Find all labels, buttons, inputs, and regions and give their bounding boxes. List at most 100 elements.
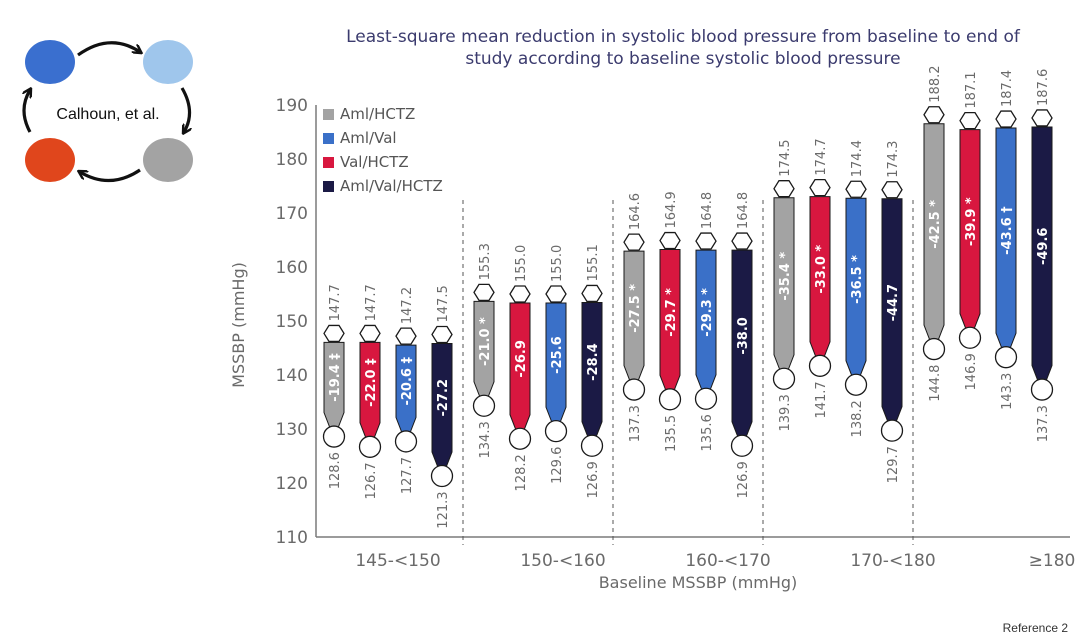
baseline-marker	[509, 285, 531, 303]
bar: 155.0 129.6 -25.6	[544, 245, 568, 484]
end-value-label: 141.7	[814, 381, 829, 418]
end-value-label: 137.3	[628, 405, 643, 442]
chart-title-line-2: study according to baseline systolic blo…	[465, 49, 900, 69]
x-tick-label: ≥180	[1029, 551, 1076, 571]
end-value-label: 128.2	[514, 454, 529, 491]
end-marker	[658, 388, 682, 411]
bar: 187.6 137.3 -49.6	[1030, 69, 1054, 442]
x-tick-label: 170-<180	[850, 551, 935, 571]
bar: 147.2 127.7 -20.6 ‡	[394, 287, 418, 494]
baseline-marker	[1031, 109, 1053, 127]
end-value-label: 135.5	[664, 415, 679, 452]
end-value-label: 135.6	[700, 414, 715, 451]
logo-circle-bottom-right	[143, 138, 193, 182]
baseline-marker	[809, 178, 831, 197]
end-value-label: 129.6	[550, 447, 565, 484]
legend-label: Aml/Val	[340, 129, 397, 147]
end-marker	[1030, 378, 1054, 401]
y-axis: 110 120 130 140 150 160 170 180 190	[276, 96, 317, 548]
reduction-label: -38.0	[736, 317, 751, 354]
y-tick-label: 150	[276, 312, 308, 332]
bar: 164.8 126.9 -38.0	[730, 192, 754, 498]
reduction-label: -27.5 *	[628, 284, 643, 333]
legend: Aml/HCTZ Aml/Val Val/HCTZ Aml/Val/HCTZ	[323, 105, 443, 195]
end-marker	[430, 464, 454, 488]
y-tick-label: 130	[276, 420, 308, 440]
end-value-label: 134.3	[478, 421, 493, 458]
bar: 174.7 141.7 -33.0 *	[808, 138, 832, 419]
baseline-value-label: 155.3	[478, 243, 493, 280]
reduction-label: -44.7	[886, 284, 901, 321]
end-value-label: 139.3	[778, 394, 793, 431]
baseline-value-label: 164.8	[736, 192, 751, 229]
y-axis-title: MSSBP (mmHg)	[229, 262, 248, 388]
reduction-label: -26.9	[514, 340, 529, 377]
baseline-value-label: 187.1	[964, 71, 979, 108]
y-tick-label: 190	[276, 96, 308, 116]
chart-title-line-1: Least-square mean reduction in systolic …	[346, 27, 1021, 47]
chart-title: Least-square mean reduction in systolic …	[346, 27, 1021, 69]
x-tick-label: 150-<160	[520, 551, 605, 571]
baseline-value-label: 174.5	[778, 139, 793, 176]
end-marker	[958, 326, 982, 349]
reduction-label: -21.0 *	[478, 317, 493, 366]
baseline-marker	[773, 180, 795, 198]
baseline-value-label: 155.0	[550, 245, 565, 282]
legend-swatch	[323, 157, 334, 168]
baseline-value-label: 147.7	[364, 284, 379, 321]
bar: 147.7 128.6 -19.4 ‡	[322, 284, 346, 489]
end-marker	[880, 419, 904, 442]
end-marker	[622, 378, 646, 401]
reduction-label: -29.7 *	[664, 288, 679, 337]
end-value-label: 127.7	[400, 457, 415, 494]
reduction-label: -49.6	[1036, 228, 1051, 265]
logo-arrow-left	[24, 90, 30, 133]
end-marker	[694, 387, 718, 410]
bar: 164.6 137.3 -27.5 *	[622, 193, 646, 442]
end-value-label: 137.3	[1036, 405, 1051, 442]
reduction-label: -29.3 *	[700, 288, 715, 337]
logo-arrow-top	[77, 41, 140, 57]
baseline-marker	[581, 284, 603, 303]
calhoun-logo-diagram: Calhoun, et al.	[0, 40, 193, 183]
baseline-value-label: 174.4	[850, 140, 865, 177]
baseline-value-label: 164.9	[664, 191, 679, 228]
baseline-value-label: 155.0	[514, 245, 529, 282]
baseline-value-label: 147.5	[436, 285, 451, 322]
y-tick-label: 160	[276, 258, 308, 278]
baseline-marker	[995, 110, 1017, 128]
bar: 147.5 121.3 -27.2	[430, 285, 454, 529]
x-tick-label: 145-<150	[355, 551, 440, 571]
baseline-value-label: 164.6	[628, 193, 643, 230]
end-value-label: 126.7	[364, 462, 379, 499]
baseline-value-label: 147.2	[400, 287, 415, 324]
end-marker	[472, 394, 496, 417]
baseline-value-label: 174.7	[814, 138, 829, 175]
bar: 174.3 129.7 -44.7	[880, 141, 904, 483]
baseline-marker	[959, 112, 981, 130]
reduction-label: -42.5 *	[928, 200, 943, 249]
end-marker	[808, 354, 832, 377]
y-tick-label: 120	[276, 474, 308, 494]
baseline-marker	[923, 106, 945, 124]
bar: 164.9 135.5 -29.7 *	[658, 191, 682, 452]
bar: 174.5 139.3 -35.4 *	[772, 139, 796, 431]
legend-label: Aml/HCTZ	[340, 105, 415, 123]
baseline-marker	[659, 231, 681, 250]
x-tick-label: 160-<170	[685, 551, 770, 571]
reduction-label: -20.6 ‡	[400, 357, 415, 406]
end-value-label: 144.8	[928, 365, 943, 402]
logo-arrow-bottom	[80, 168, 141, 183]
logo-text: Calhoun, et al.	[56, 106, 159, 123]
end-marker	[322, 425, 346, 448]
baseline-marker	[695, 232, 717, 250]
logo-circle-top-left	[25, 40, 75, 84]
reduction-label: -35.4 *	[778, 252, 793, 301]
x-axis: 145-<150 150-<160 160-<170 170-<180 ≥180	[316, 536, 1076, 571]
end-marker	[994, 346, 1018, 369]
end-marker	[358, 435, 382, 458]
baseline-value-label: 187.6	[1036, 69, 1051, 106]
bar: 188.2 144.8 -42.5 *	[922, 66, 946, 402]
